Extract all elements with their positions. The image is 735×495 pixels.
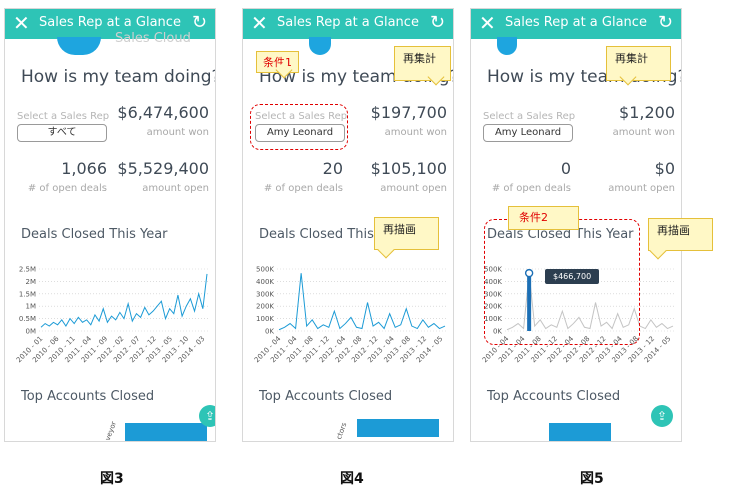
amount-won-value: $197,700 <box>370 103 447 122</box>
top-accounts-title: Top Accounts Closed <box>487 389 621 404</box>
amount-open-label: amount open <box>380 183 447 194</box>
open-deals-value: 1,066 <box>61 159 107 178</box>
redraw-callout: 再描画 <box>374 217 439 250</box>
header-title: Sales Rep at a Glance <box>277 15 419 30</box>
y-tick-label: 300K <box>256 290 274 298</box>
y-tick-label: 100K <box>256 315 274 323</box>
app-header: ✕ Sales Rep at a Glance ↻ <box>471 9 681 39</box>
y-tick-label: 100K <box>484 315 502 323</box>
app-header: ✕ Sales Rep at a Glance ↻ <box>5 9 215 39</box>
dashboard-panel-fig3: ✕ Sales Rep at a Glance ↻ Sales Cloud Ho… <box>4 8 216 442</box>
amount-won-value: $6,474,600 <box>117 103 209 122</box>
y-tick-label: 200K <box>484 303 502 311</box>
refresh-icon[interactable]: ↻ <box>429 12 445 33</box>
salesforce-cloud-logo <box>57 37 101 55</box>
series-line <box>40 273 208 328</box>
select-rep-label: Select a Sales Rep <box>255 111 348 122</box>
amount-won-value: $1,200 <box>619 103 675 122</box>
y-tick-label: 400K <box>256 278 274 286</box>
condition2-callout: 条件2 <box>508 206 579 230</box>
account-bar[interactable] <box>357 419 439 437</box>
y-tick-label: 2.5M <box>19 266 36 274</box>
refresh-icon[interactable]: ↻ <box>657 12 673 33</box>
open-deals-value: 0 <box>560 159 571 178</box>
y-tick-label: 0K <box>493 328 502 336</box>
top-accounts-title: Top Accounts Closed <box>259 389 393 404</box>
y-tick-label: 300K <box>484 290 502 298</box>
close-icon[interactable]: ✕ <box>13 11 30 35</box>
select-rep-label: Select a Sales Rep <box>483 111 576 122</box>
page-question: How is my team doing? <box>21 67 216 87</box>
account-bar-label: veyor <box>103 420 119 442</box>
refresh-icon[interactable]: ↻ <box>191 12 207 33</box>
y-tick-label: 400K <box>484 278 502 286</box>
account-bar[interactable] <box>125 423 207 441</box>
select-rep-button[interactable]: すべて <box>17 124 107 142</box>
select-rep-button[interactable]: Amy Leonard <box>483 124 573 142</box>
header-title: Sales Rep at a Glance <box>39 15 181 30</box>
y-tick-label: 0M <box>26 328 37 336</box>
amount-won-label: amount won <box>146 127 209 138</box>
account-bar[interactable] <box>549 423 611 441</box>
salesforce-cloud-logo <box>497 37 517 55</box>
amount-open-label: amount open <box>142 183 209 194</box>
select-rep-label: Select a Sales Rep <box>17 111 110 122</box>
y-tick-label: 1.5M <box>19 290 36 298</box>
chart-title: Deals Closed This Year <box>21 227 168 242</box>
condition2-dashed-box <box>484 219 640 345</box>
chart-tooltip: $466,700 <box>545 269 600 284</box>
share-icon[interactable]: ⇪ <box>651 405 673 427</box>
amount-open-label: amount open <box>608 183 675 194</box>
header-title: Sales Rep at a Glance <box>505 15 647 30</box>
select-rep-button[interactable]: Amy Leonard <box>255 124 345 142</box>
y-tick-label: 0.5M <box>19 315 36 323</box>
figure-label-3: 図3 <box>100 471 124 487</box>
open-deals-label: # of open deals <box>27 183 107 194</box>
open-deals-label: # of open deals <box>263 183 343 194</box>
open-deals-value: 20 <box>322 159 343 178</box>
y-tick-label: 500K <box>256 266 274 274</box>
salesforce-cloud-logo <box>309 37 331 55</box>
cloud-logo-text: Sales Cloud <box>115 31 191 46</box>
close-icon[interactable]: ✕ <box>479 11 496 35</box>
y-tick-label: 2M <box>26 278 37 286</box>
y-tick-label: 500K <box>484 266 502 274</box>
open-deals-label: # of open deals <box>491 183 571 194</box>
share-icon[interactable]: ⇪ <box>199 405 215 427</box>
amount-won-label: amount won <box>384 127 447 138</box>
condition1-dashed-box <box>250 104 348 150</box>
y-tick-label: 200K <box>256 303 274 311</box>
amount-won-label: amount won <box>612 127 675 138</box>
highlight-point <box>524 268 534 278</box>
reaggregate-callout: 再集計 <box>606 46 671 81</box>
chart-title: Deals Closed This Year <box>487 227 634 242</box>
top-accounts-title: Top Accounts Closed <box>21 389 155 404</box>
amount-open-value: $0 <box>654 159 675 178</box>
close-icon[interactable]: ✕ <box>251 11 268 35</box>
highlight-bar <box>527 273 532 331</box>
amount-open-value: $5,529,400 <box>117 159 209 178</box>
chart-title: Deals Closed This Year <box>259 227 406 242</box>
figure-label-5: 図5 <box>580 471 604 487</box>
account-bar-label: ctors <box>334 421 349 441</box>
app-header: ✕ Sales Rep at a Glance ↻ <box>243 9 453 39</box>
y-tick-label: 0K <box>265 328 274 336</box>
y-tick-label: 1M <box>26 303 37 311</box>
figure-label-4: 図4 <box>340 471 364 487</box>
amount-open-value: $105,100 <box>370 159 447 178</box>
